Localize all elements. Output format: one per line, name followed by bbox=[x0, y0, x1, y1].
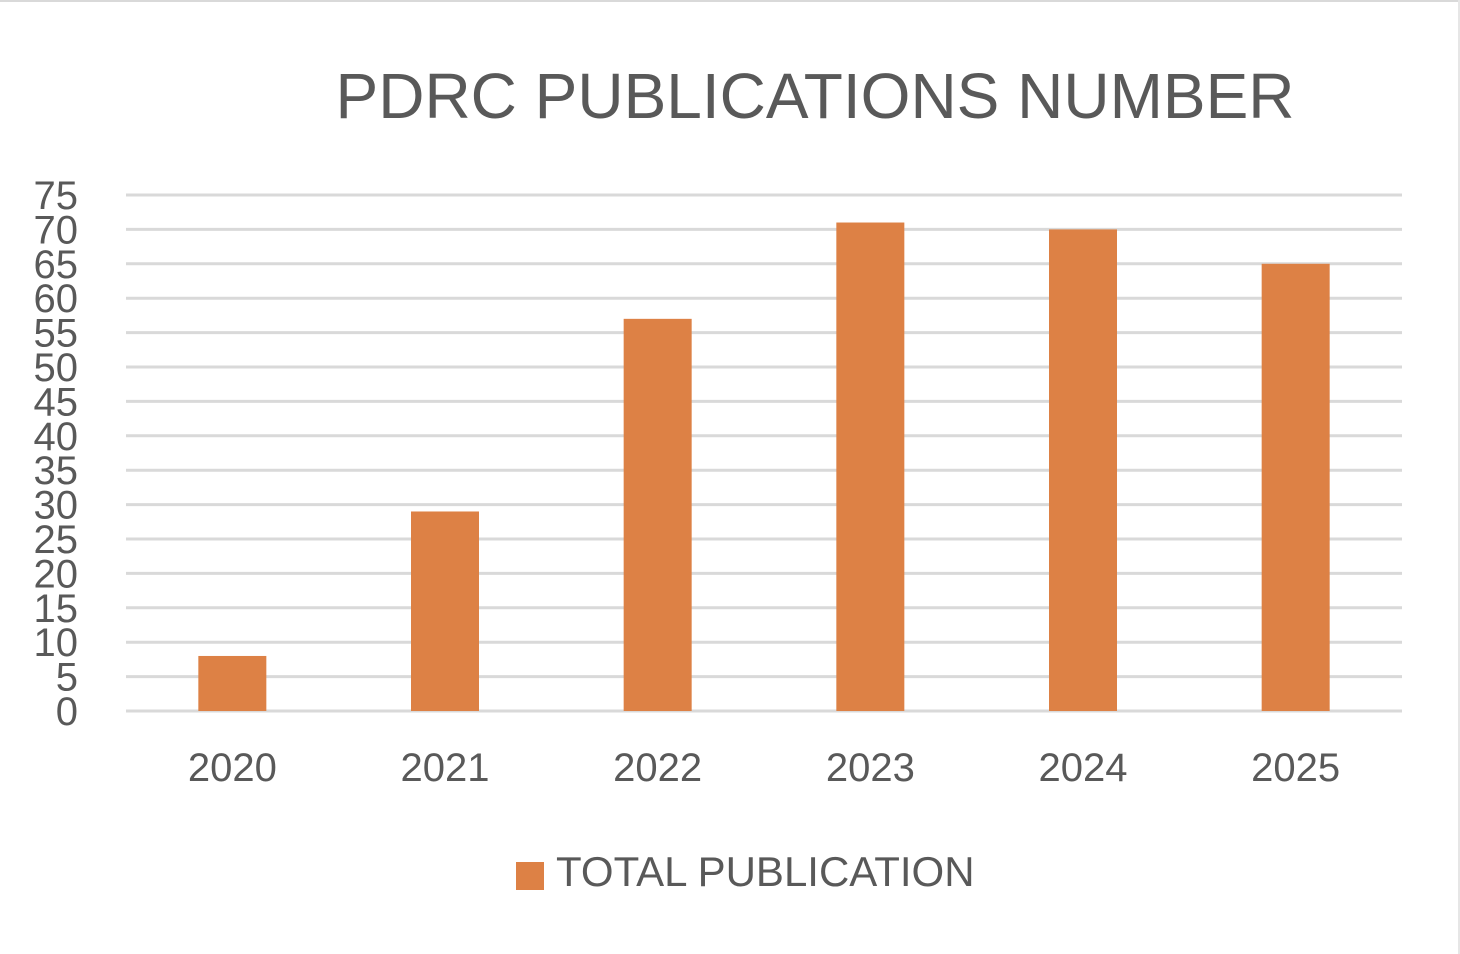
y-tick-label: 10 bbox=[34, 621, 79, 665]
bar-2023 bbox=[836, 222, 905, 711]
y-tick-label: 30 bbox=[34, 484, 79, 528]
bars bbox=[198, 222, 1330, 711]
y-tick-label: 70 bbox=[34, 208, 79, 252]
y-tick-label: 55 bbox=[34, 312, 79, 356]
y-tick-label: 45 bbox=[34, 380, 79, 424]
bar-2024 bbox=[1049, 229, 1117, 711]
top-border bbox=[0, 0, 1460, 2]
chart-title: PDRC PUBLICATIONS NUMBER bbox=[336, 60, 1295, 132]
bar-2021 bbox=[411, 511, 479, 711]
y-tick-label: 60 bbox=[34, 277, 79, 321]
x-tick-label: 2021 bbox=[401, 746, 490, 790]
y-tick-label: 65 bbox=[34, 243, 79, 287]
x-tick-label: 2023 bbox=[826, 746, 915, 790]
bar-2022 bbox=[623, 318, 692, 711]
bar-2025 bbox=[1261, 263, 1330, 711]
x-tick-label: 2025 bbox=[1251, 746, 1340, 790]
x-axis-ticks: 2020 2021 2022 2023 2024 2025 bbox=[188, 746, 1340, 790]
y-tick-label: 15 bbox=[34, 587, 79, 631]
legend: TOTAL PUBLICATION bbox=[516, 848, 975, 895]
x-tick-label: 2024 bbox=[1039, 746, 1128, 790]
gridlines bbox=[126, 193, 1402, 713]
y-tick-label: 35 bbox=[34, 449, 79, 493]
legend-swatch bbox=[516, 862, 544, 890]
legend-label: TOTAL PUBLICATION bbox=[556, 848, 975, 895]
bar-2020 bbox=[198, 655, 267, 711]
y-tick-label: 50 bbox=[34, 346, 79, 390]
y-tick-label: 5 bbox=[56, 656, 78, 700]
y-tick-label: 0 bbox=[56, 690, 78, 734]
right-border bbox=[1458, 0, 1460, 954]
y-tick-label: 20 bbox=[34, 552, 79, 596]
y-tick-label: 25 bbox=[34, 518, 79, 562]
y-tick-label: 40 bbox=[34, 415, 79, 459]
y-tick-label: 75 bbox=[34, 174, 79, 218]
x-tick-label: 2022 bbox=[613, 746, 702, 790]
x-tick-label: 2020 bbox=[188, 746, 277, 790]
